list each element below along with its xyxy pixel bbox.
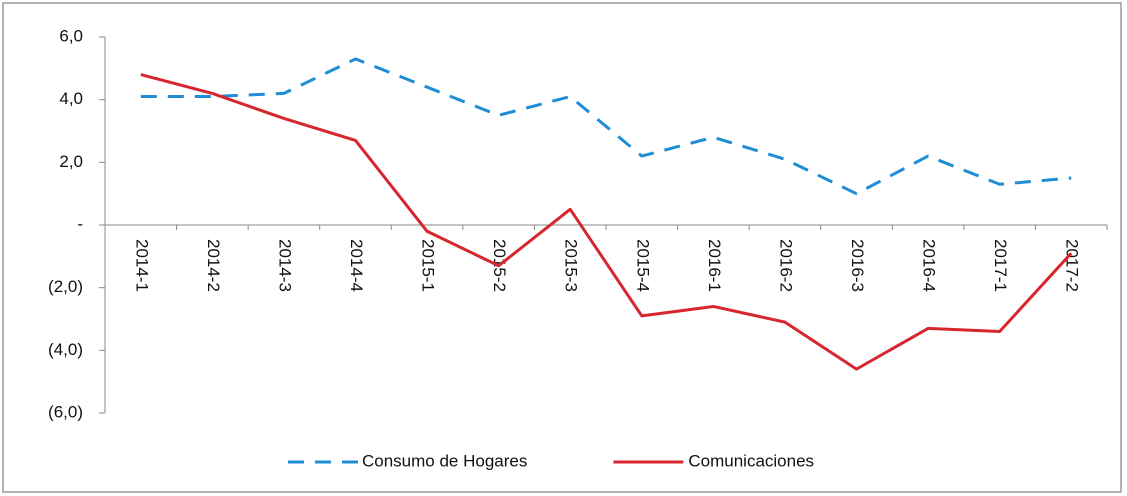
legend-item: Consumo de Hogares (288, 451, 527, 470)
series-line (140, 57, 1072, 196)
x-tick-label: 2015-3 (562, 239, 581, 292)
y-tick-label: 2,0 (59, 152, 83, 171)
x-tick-label: 2014-2 (204, 239, 223, 292)
x-tick-label: 2014-3 (275, 239, 294, 292)
x-tick-label: 2014-1 (132, 239, 151, 292)
x-tick-label: 2017-1 (991, 239, 1010, 292)
x-tick-label: 2015-4 (633, 239, 652, 292)
legend-item: Comunicaciones (613, 451, 814, 470)
y-tick-label: 6,0 (59, 26, 83, 45)
y-tick-label: 4,0 (59, 89, 83, 108)
x-tick-label: 2014-4 (347, 239, 366, 292)
x-tick-label: 2016-4 (920, 239, 939, 292)
series-line (140, 73, 1073, 371)
y-tick-label: - (77, 214, 83, 233)
x-tick-label: 2016-3 (848, 239, 867, 292)
x-tick-label: 2016-1 (705, 239, 724, 292)
legend-label: Comunicaciones (688, 451, 814, 470)
x-tick-label: 2015-1 (419, 239, 438, 292)
x-tick-label: 2017-2 (1063, 239, 1082, 292)
y-tick-label: (2,0) (48, 277, 83, 296)
legend-label: Consumo de Hogares (362, 451, 527, 470)
y-tick-label: (6,0) (48, 402, 83, 421)
y-tick-label: (4,0) (48, 340, 83, 359)
x-tick-label: 2016-2 (776, 239, 795, 292)
